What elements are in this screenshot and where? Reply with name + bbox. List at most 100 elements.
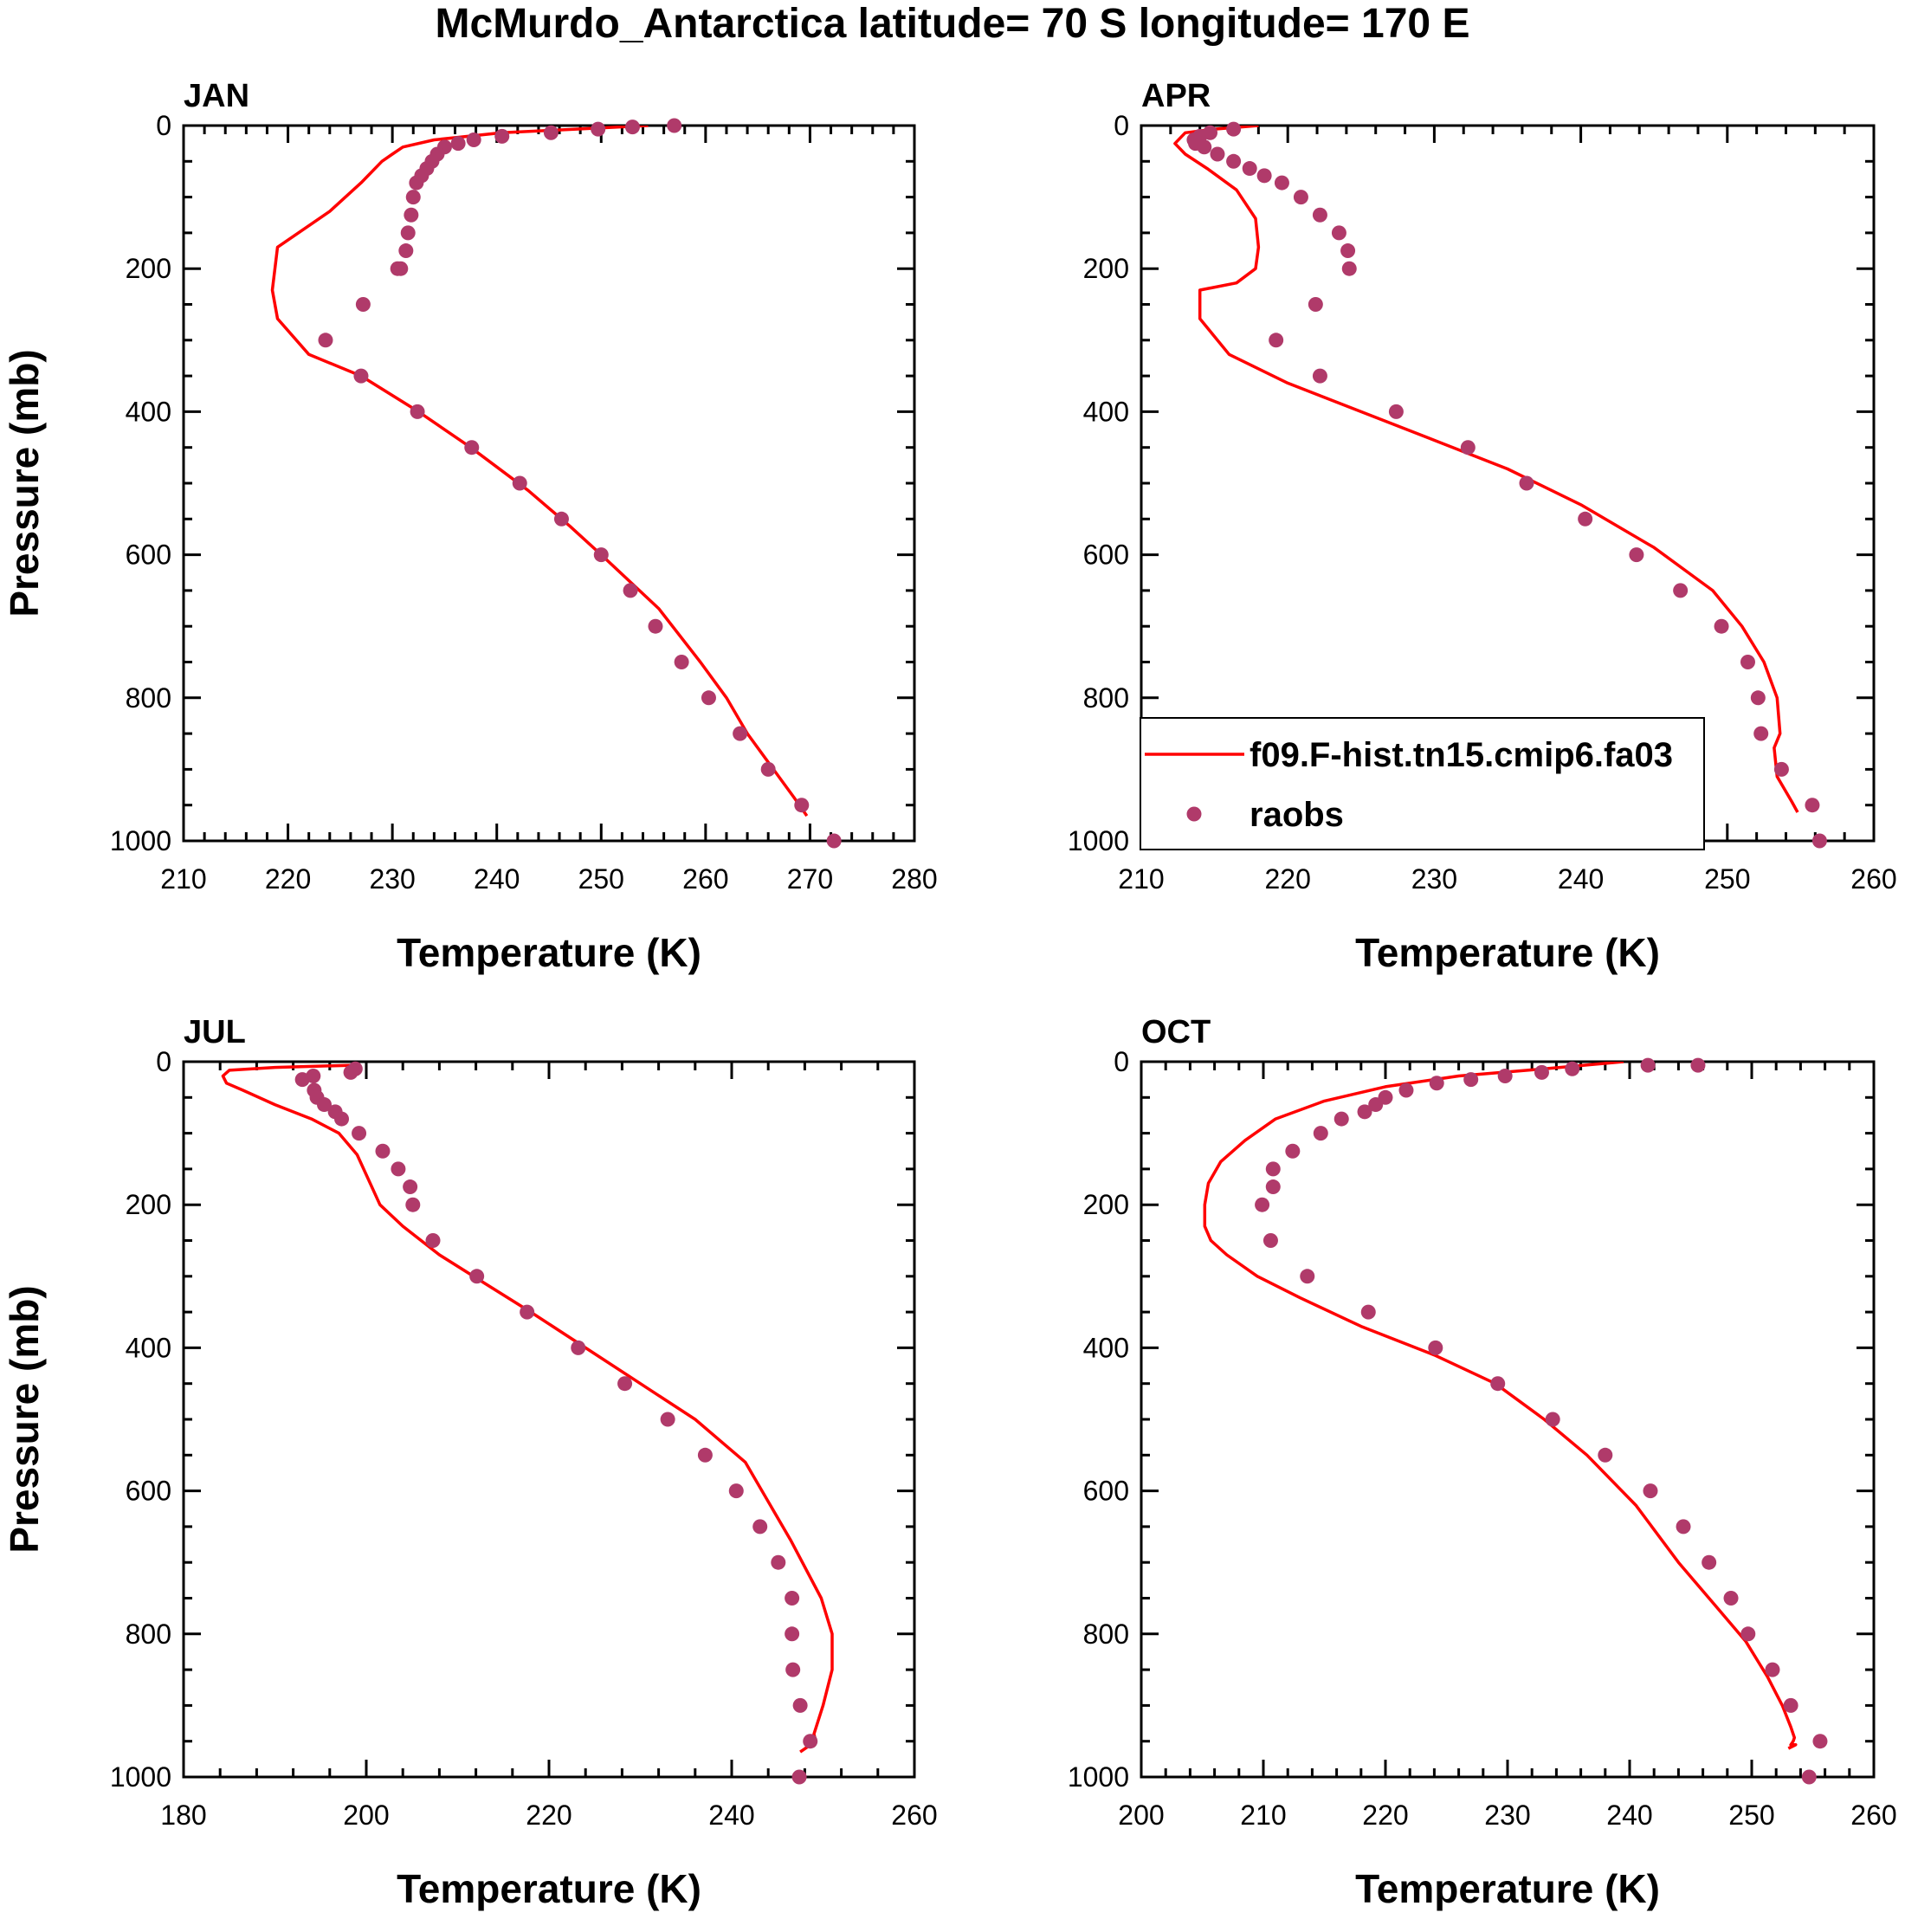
y-tick-label: 1000 <box>110 1761 171 1793</box>
raobs-point <box>1702 1554 1717 1570</box>
raobs-point <box>1643 1483 1658 1499</box>
raobs-point <box>1578 511 1593 527</box>
raobs-point <box>1801 1769 1817 1785</box>
raobs-point <box>1783 1697 1798 1713</box>
x-tick-label: 220 <box>265 863 311 895</box>
x-tick-label: 250 <box>1728 1800 1774 1831</box>
raobs-point <box>494 128 510 144</box>
panel-title-oct: OCT <box>1141 1014 1211 1050</box>
raobs-point <box>1312 207 1327 223</box>
raobs-point <box>352 1126 367 1141</box>
panel-jan: JAN 210 220 230 240 250 260 270 280 0 200 400 600 800… <box>2 78 938 975</box>
raobs-point <box>1285 1143 1301 1159</box>
raobs-point <box>1565 1061 1580 1076</box>
raobs-point <box>771 1554 786 1570</box>
raobs-point <box>1226 153 1242 169</box>
x-tick-label: 270 <box>787 863 833 895</box>
raobs-point <box>1723 1591 1739 1606</box>
raobs-point <box>1313 1126 1328 1141</box>
raobs-point <box>390 261 405 276</box>
raobs-point <box>591 121 606 137</box>
raobs-point <box>1545 1412 1560 1427</box>
model-line-oct <box>1203 1062 1798 1750</box>
x-tick-label: 200 <box>343 1800 389 1831</box>
raobs-point <box>543 125 559 140</box>
raobs-point <box>1805 798 1820 813</box>
raobs-point <box>1341 261 1357 276</box>
raobs-point <box>1428 1340 1443 1355</box>
raobs-point <box>1226 121 1242 137</box>
x-tick-label: 230 <box>1411 863 1457 895</box>
raobs-point <box>1308 297 1323 312</box>
panels: JAN 210 220 230 240 250 260 270 280 0 200 400 600 800… <box>2 78 1897 1911</box>
raobs-point <box>294 1072 310 1088</box>
legend-obs-label: raobs <box>1250 796 1344 834</box>
raobs-point <box>1256 168 1272 184</box>
raobs-point <box>794 798 810 813</box>
x-tick-label: 210 <box>1240 1800 1286 1831</box>
panel-title-jul: JUL <box>184 1014 246 1050</box>
x-tick-label: 220 <box>1362 1800 1408 1831</box>
raobs-point <box>1490 1376 1506 1392</box>
raobs-point <box>355 297 371 312</box>
x-tick-label: 240 <box>1606 1800 1652 1831</box>
raobs-point <box>701 690 716 706</box>
raobs-point <box>1673 583 1689 598</box>
x-tick-label: 220 <box>526 1800 572 1831</box>
raobs-point <box>1740 1626 1756 1642</box>
y-tick-label: 600 <box>126 540 171 571</box>
raobs-point <box>400 225 416 241</box>
y-tick-label: 600 <box>126 1476 171 1507</box>
panel-oct: OCT 200 210 220 230 240 250 260 0 200 400 600 800 100… <box>1068 1014 1897 1911</box>
y-tick-label: 200 <box>1083 253 1129 284</box>
raobs-point <box>1690 1057 1706 1073</box>
model-line-apr <box>1173 126 1799 813</box>
raobs-point <box>623 583 638 598</box>
raobs-point <box>697 1447 713 1463</box>
raobs-point <box>1460 440 1476 456</box>
x-tick-label: 280 <box>891 863 937 895</box>
raobs-point <box>1312 368 1327 384</box>
y-tick-label: 400 <box>126 1332 171 1363</box>
raobs-point <box>1331 225 1346 241</box>
x-tick-label: 200 <box>1118 1800 1164 1831</box>
x-tick-label: 240 <box>474 863 520 895</box>
x-tick-label: 220 <box>1265 863 1311 895</box>
y-tick-label: 1000 <box>110 825 171 856</box>
panel-jul: JUL 180 200 220 240 260 0 200 400 600 800 1000 Tempe… <box>2 1014 938 1911</box>
model-line-jan <box>270 126 809 817</box>
raobs-point <box>1753 726 1769 741</box>
raobs-point <box>667 118 682 133</box>
raobs-point <box>316 1097 332 1113</box>
raobs-point <box>1598 1447 1613 1463</box>
raobs-point <box>1773 761 1789 777</box>
raobs-point <box>375 1143 391 1159</box>
raobs-point <box>648 618 663 634</box>
model-line-jul <box>221 1063 834 1754</box>
raobs-point <box>791 1769 807 1785</box>
raobs-point <box>466 132 481 148</box>
raobs-point <box>425 1233 441 1248</box>
raobs-point <box>1300 1269 1315 1284</box>
raobs-point <box>1740 655 1755 669</box>
raobs-point <box>1293 190 1308 205</box>
y-tick-label: 600 <box>1083 540 1129 571</box>
y-tick-label: 0 <box>156 110 171 141</box>
raobs-point <box>1197 139 1212 155</box>
y-axis-label-jan: Pressure (mb) <box>2 349 47 617</box>
y-tick-label: 0 <box>1114 110 1129 141</box>
raobs-point <box>760 761 776 777</box>
raobs-point <box>405 1197 421 1212</box>
panel-apr: APR 210 220 230 240 250 260 0 200 400 600 800 1000 Te… <box>1068 78 1897 975</box>
raobs-point <box>1242 161 1257 177</box>
plot-frame-jul <box>182 1060 916 1779</box>
raobs-point <box>1640 1057 1656 1073</box>
raobs-point <box>593 547 609 563</box>
raobs-point <box>512 475 527 491</box>
raobs-point <box>826 833 842 849</box>
raobs-point <box>553 511 569 527</box>
raobs-point <box>1368 1097 1384 1113</box>
y-tick-label: 1000 <box>1068 825 1129 856</box>
x-tick-label: 230 <box>1484 1800 1530 1831</box>
raobs-point <box>403 1179 418 1195</box>
